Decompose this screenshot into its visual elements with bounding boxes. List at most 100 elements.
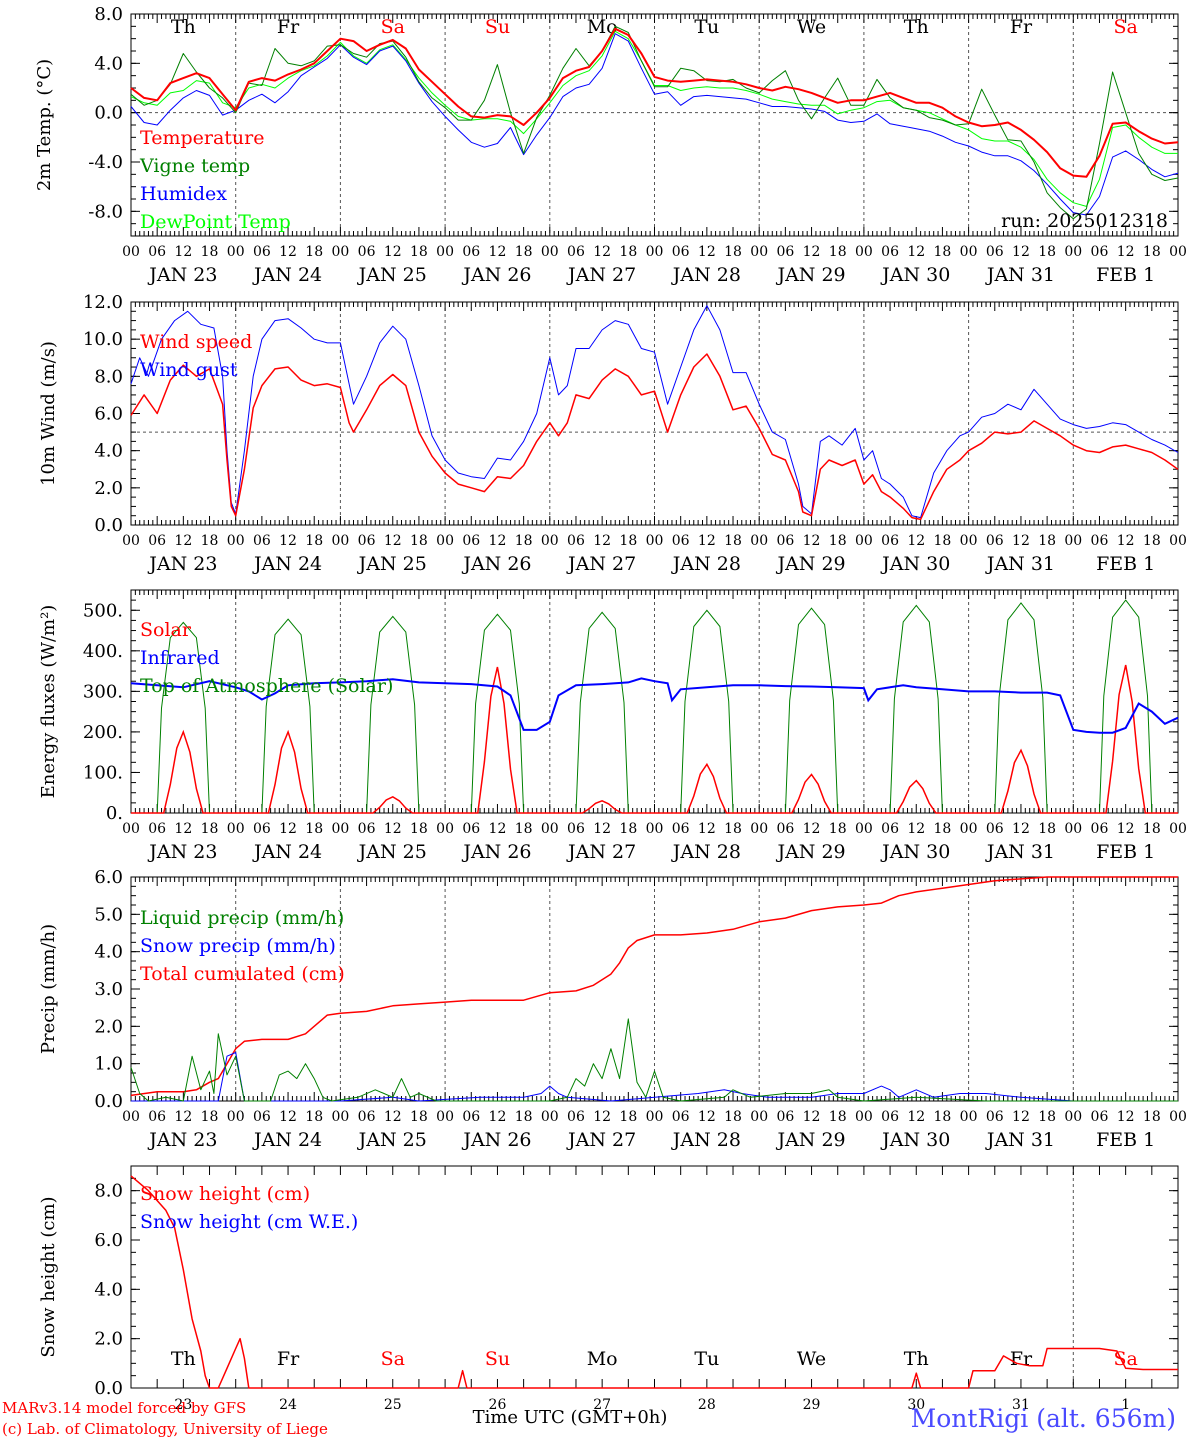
y-axis-label: Precip (mm/h) — [38, 924, 59, 1054]
date-label: JAN 28 — [671, 841, 741, 863]
hour-label: 06 — [358, 1109, 376, 1125]
date-label: JAN 27 — [566, 1129, 636, 1151]
hour-label: 06 — [986, 821, 1004, 837]
hour-label: 00 — [1169, 533, 1187, 549]
series-temperature — [130, 27, 1179, 178]
hour-label: 00 — [646, 533, 664, 549]
hour-label: 18 — [1143, 1109, 1161, 1125]
weekday-label: Th — [904, 1348, 929, 1370]
hour-label: 06 — [148, 821, 166, 837]
hour-label: 06 — [253, 821, 271, 837]
hour-label: 12 — [907, 821, 925, 837]
date-label: JAN 24 — [252, 1129, 322, 1151]
weekday-label: We — [797, 1348, 826, 1370]
hour-label: 00 — [1064, 533, 1082, 549]
hour-label: 18 — [934, 533, 952, 549]
hour-label: 12 — [384, 821, 402, 837]
date-label: JAN 31 — [985, 553, 1055, 575]
hour-label: 06 — [776, 1109, 794, 1125]
y-tick-label: 100. — [83, 762, 123, 783]
hour-label: 18 — [515, 244, 533, 260]
legend-entry: Liquid precip (mm/h) — [140, 907, 344, 929]
date-label: JAN 28 — [671, 264, 741, 286]
hour-label: 18 — [410, 533, 428, 549]
hour-label: 06 — [253, 1109, 271, 1125]
hour-label: 00 — [541, 533, 559, 549]
weekday-label: Fr — [277, 1348, 300, 1370]
model-credit: MARv3.14 model forced by GFS — [2, 1399, 246, 1417]
hour-label: 18 — [724, 1109, 742, 1125]
y-tick-label: 6.0 — [94, 867, 123, 888]
hour-label: 12 — [803, 244, 821, 260]
y-tick-label: -4.0 — [88, 152, 123, 173]
y-tick-label: 300. — [83, 681, 123, 702]
legend-entry: Humidex — [140, 183, 227, 205]
hour-label: 00 — [227, 244, 245, 260]
series-dewpoint-temp — [130, 30, 1178, 207]
weekday-label: Fr — [1010, 16, 1033, 38]
hour-label: 18 — [410, 244, 428, 260]
date-label: JAN 26 — [461, 841, 531, 863]
date-label: JAN 25 — [357, 553, 427, 575]
legend-entry: Wind speed — [140, 331, 252, 353]
hour-label: 18 — [201, 533, 219, 549]
panel-4: 6.0 5.0 4.0 3.0 2.0 1.0 0.0 Precip (mm/h) 00 06 12… — [38, 867, 1187, 1151]
y-tick-label: 0.0 — [94, 103, 123, 124]
date-label: FEB 1 — [1096, 1129, 1155, 1151]
hour-label: 00 — [331, 244, 349, 260]
hour-label: 12 — [698, 533, 716, 549]
hour-label: 12 — [384, 533, 402, 549]
y-tick-label: 400. — [83, 641, 123, 662]
hour-label: 06 — [148, 244, 166, 260]
hour-label: 00 — [227, 821, 245, 837]
hour-label: 12 — [489, 244, 507, 260]
hour-label: 00 — [331, 821, 349, 837]
hour-label: 18 — [724, 244, 742, 260]
date-label: JAN 26 — [461, 1129, 531, 1151]
panel-5: 8.0 6.0 4.0 2.0 0.0 Snow height (cm) 23 24 25 26 2… — [38, 1165, 1179, 1413]
hour-label: 00 — [1169, 1109, 1187, 1125]
y-tick-label: 4.0 — [94, 942, 123, 963]
hour-label: 18 — [1038, 1109, 1056, 1125]
hour-label: 06 — [567, 821, 585, 837]
hour-label: 00 — [960, 1109, 978, 1125]
hour-label: 12 — [384, 1109, 402, 1125]
hour-label: 06 — [881, 244, 899, 260]
hour-label: 06 — [148, 533, 166, 549]
weekday-label: We — [797, 16, 826, 38]
panel-1: 8.0 4.0 0.0 -4.0 -8.0 2m Temp. (°C) 00 06 12 18 JA… — [34, 4, 1187, 286]
date-label: JAN 29 — [775, 1129, 845, 1151]
hour-label: 12 — [489, 1109, 507, 1125]
hour-label: 00 — [960, 244, 978, 260]
hour-label: 00 — [436, 1109, 454, 1125]
hour-label: 18 — [724, 533, 742, 549]
hour-label: 12 — [698, 1109, 716, 1125]
hour-label: 12 — [174, 821, 192, 837]
hour-label: 18 — [1143, 244, 1161, 260]
hour-label: 12 — [907, 244, 925, 260]
panel-3: 500. 400. 300. 200. 100. 0. Energy fluxes (W/m… — [38, 589, 1187, 863]
hour-label: 12 — [174, 533, 192, 549]
weekday-label: Sa — [1113, 16, 1137, 38]
hour-label: 06 — [776, 244, 794, 260]
hour-label: 00 — [122, 244, 140, 260]
hour-label: 00 — [436, 821, 454, 837]
hour-label: 18 — [1038, 244, 1056, 260]
plot-frame — [130, 301, 1179, 526]
hour-label: 12 — [803, 1109, 821, 1125]
date-label: JAN 27 — [566, 264, 636, 286]
hour-label: 00 — [541, 821, 559, 837]
hour-label: 18 — [724, 821, 742, 837]
hour-label: 06 — [986, 244, 1004, 260]
y-tick-label: 0.0 — [94, 1091, 123, 1112]
date-label: JAN 25 — [357, 264, 427, 286]
date-label: JAN 29 — [775, 264, 845, 286]
hour-label: 00 — [436, 244, 454, 260]
date-label: 29 — [803, 1397, 821, 1413]
hour-label: 18 — [829, 244, 847, 260]
hour-label: 06 — [672, 821, 690, 837]
weekday-label: Tu — [694, 16, 719, 38]
legend-entry: DewPoint Temp — [140, 211, 291, 233]
y-tick-label: 500. — [83, 600, 123, 621]
hour-label: 00 — [541, 1109, 559, 1125]
